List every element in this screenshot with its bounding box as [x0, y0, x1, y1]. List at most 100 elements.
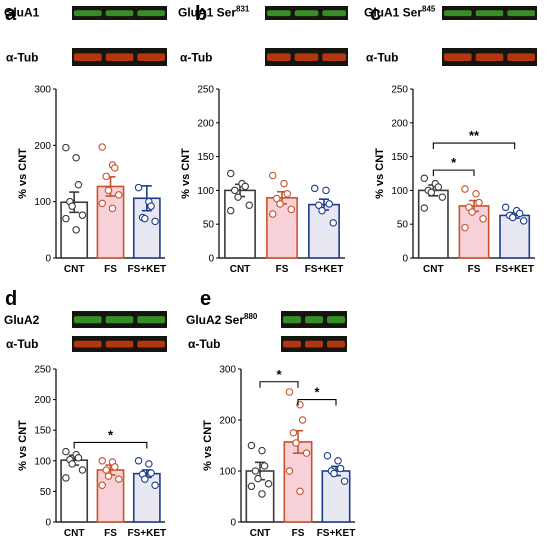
- blot-label: GluA1: [4, 6, 40, 20]
- y-tick-label: 0: [45, 518, 51, 529]
- blot-label-superscript: 880: [244, 312, 258, 321]
- data-point: [276, 200, 284, 208]
- blot-label: α-Tub: [366, 51, 398, 65]
- blot-label: α-Tub: [6, 51, 38, 65]
- data-point: [115, 475, 123, 483]
- data-point: [268, 171, 277, 180]
- data-point: [434, 183, 443, 191]
- data-point: [98, 457, 106, 465]
- data-point: [472, 190, 480, 198]
- y-axis-label: % vs CNT: [17, 420, 29, 471]
- blot-band: [294, 53, 319, 61]
- y-tick-label: 150: [197, 152, 214, 163]
- x-tick-label: FS: [468, 264, 481, 275]
- blot-band: [137, 53, 165, 61]
- data-point: [519, 217, 528, 225]
- data-point: [62, 447, 70, 456]
- blot-band: [327, 316, 345, 324]
- panel-letter: e: [200, 288, 211, 310]
- y-tick-label: 50: [397, 220, 409, 231]
- blot-band: [475, 10, 504, 17]
- data-point: [314, 201, 323, 210]
- y-tick-label: 0: [208, 254, 214, 265]
- significance-label: *: [451, 155, 457, 170]
- data-point: [340, 477, 349, 485]
- y-tick-label: 100: [197, 186, 214, 197]
- y-tick-label: 50: [203, 220, 215, 231]
- y-axis-label: % vs CNT: [180, 148, 192, 199]
- data-point: [260, 462, 269, 470]
- data-point: [245, 201, 254, 210]
- x-tick-label: FS+KET: [128, 528, 167, 539]
- significance-label: *: [108, 427, 114, 442]
- blot-band: [137, 10, 165, 17]
- blot-band: [74, 340, 102, 348]
- blot-label-superscript: 845: [422, 5, 436, 14]
- data-point: [62, 214, 70, 223]
- panel-e: e GluA2 Ser880 α-Tub 0 100 200 300 % vs CNT CNT F…: [186, 288, 355, 539]
- blot-band: [267, 53, 291, 61]
- y-tick-label: 250: [197, 85, 214, 96]
- data-point: [285, 467, 294, 475]
- significance-bracket: [297, 399, 337, 406]
- data-point: [420, 174, 429, 182]
- blot-band: [137, 316, 165, 324]
- data-point: [151, 217, 159, 226]
- blot-band: [105, 340, 134, 348]
- y-axis-label: % vs CNT: [374, 148, 386, 199]
- data-point: [147, 202, 155, 210]
- data-point: [272, 194, 281, 203]
- data-point: [468, 208, 476, 216]
- x-tick-label: FS+KET: [305, 264, 344, 275]
- data-point: [280, 179, 288, 188]
- data-point: [104, 472, 113, 480]
- data-point: [501, 203, 510, 212]
- significance-label: *: [314, 385, 320, 400]
- data-point: [147, 469, 155, 477]
- data-point: [98, 143, 106, 151]
- y-tick-label: 150: [391, 152, 408, 163]
- blot-band: [105, 316, 134, 324]
- blot-label-superscript: 831: [236, 5, 250, 14]
- x-tick-label: CNT: [64, 264, 85, 275]
- blot-band: [74, 10, 102, 17]
- data-point: [329, 219, 338, 227]
- blot-label: α-Tub: [180, 51, 212, 65]
- data-point: [72, 153, 80, 162]
- blot-label: GluA2 Ser880: [186, 312, 258, 327]
- y-tick-label: 250: [34, 365, 51, 376]
- blot-band: [507, 53, 535, 61]
- blot-band: [74, 316, 102, 324]
- y-tick-label: 200: [219, 416, 236, 427]
- blot-band: [444, 10, 472, 17]
- x-tick-label: CNT: [250, 528, 271, 539]
- data-point: [420, 204, 429, 212]
- panel-letter: d: [5, 288, 17, 310]
- data-point: [72, 226, 80, 234]
- x-tick-label: FS+KET: [317, 528, 356, 539]
- data-point: [74, 181, 83, 189]
- data-point: [254, 474, 262, 483]
- significance-bracket: [432, 169, 475, 177]
- x-tick-label: CNT: [64, 528, 85, 539]
- data-point: [296, 487, 304, 496]
- data-point: [111, 164, 119, 172]
- data-point: [98, 199, 106, 208]
- y-tick-label: 0: [402, 254, 408, 265]
- blot-band: [283, 316, 301, 324]
- y-tick-label: 250: [391, 85, 408, 96]
- y-tick-label: 200: [391, 118, 408, 129]
- blot-band: [475, 53, 504, 61]
- data-point: [438, 193, 447, 201]
- data-point: [427, 188, 436, 197]
- data-point: [78, 466, 87, 474]
- y-axis-label: % vs CNT: [202, 420, 214, 471]
- bar-cnt: [417, 189, 449, 259]
- data-point: [108, 204, 117, 213]
- data-point: [285, 388, 294, 396]
- y-tick-label: 150: [34, 426, 51, 437]
- blot-band: [507, 10, 535, 17]
